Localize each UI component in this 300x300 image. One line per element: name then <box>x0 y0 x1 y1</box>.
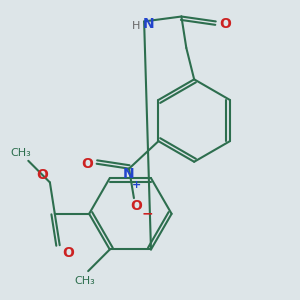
Text: O: O <box>130 199 142 213</box>
Text: O: O <box>36 167 48 182</box>
Text: O: O <box>63 246 74 260</box>
Text: O: O <box>220 17 232 32</box>
Text: CH₃: CH₃ <box>10 148 31 158</box>
Text: N: N <box>123 167 135 181</box>
Text: O: O <box>81 157 93 171</box>
Text: CH₃: CH₃ <box>75 276 96 286</box>
Text: −: − <box>142 207 154 221</box>
Text: +: + <box>132 180 142 190</box>
Text: N: N <box>143 17 155 32</box>
Text: H: H <box>132 21 140 31</box>
